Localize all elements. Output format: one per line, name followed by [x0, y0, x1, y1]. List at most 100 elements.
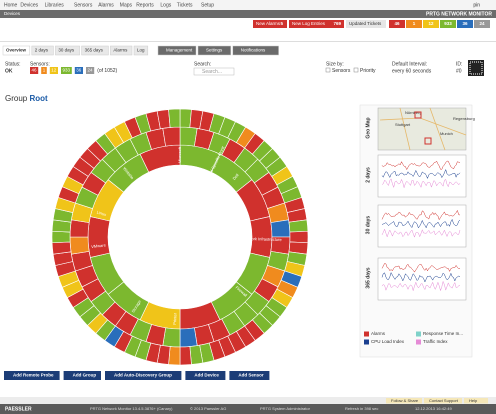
new-log-button[interactable] — [289, 20, 344, 28]
status-badge[interactable] — [440, 20, 456, 28]
sunburst-segment[interactable] — [289, 230, 309, 244]
sunburst-label[interactable]: Printer — [172, 312, 178, 325]
sunburst-segment[interactable] — [168, 346, 181, 366]
tab-label[interactable]: Notifications — [241, 48, 266, 53]
nav-item[interactable]: Setup — [201, 2, 214, 8]
nav-item[interactable]: Logs — [160, 2, 171, 8]
size-option[interactable]: Sensors — [332, 68, 351, 74]
sunburst-label[interactable]: VMware — [91, 242, 107, 249]
tab-label[interactable]: Alarms — [113, 48, 128, 53]
sunburst-label[interactable]: Network Infrastructure — [242, 236, 282, 242]
sensor-count[interactable]: 24 — [88, 68, 94, 73]
add-button-label[interactable]: Add Remote Probe — [13, 373, 54, 378]
tab[interactable] — [110, 45, 133, 56]
sunburst-segment[interactable] — [270, 219, 291, 238]
nav-item[interactable]: Reports — [136, 2, 154, 8]
status-badge[interactable] — [389, 20, 405, 28]
tab[interactable] — [2, 45, 31, 56]
sensor-count[interactable]: 12 — [51, 68, 57, 73]
status-badge[interactable] — [423, 20, 439, 28]
sensor-count[interactable]: 933 — [63, 68, 71, 73]
tab-label[interactable]: Management — [166, 48, 193, 53]
sunburst-label[interactable]: Microsoft — [177, 146, 182, 163]
status-badge-count[interactable]: 933 — [444, 21, 452, 26]
footer-button[interactable] — [464, 398, 488, 404]
nav-item[interactable]: Sensors — [74, 2, 93, 8]
footer-button-label[interactable]: Help — [469, 398, 478, 403]
sensor-count-badge[interactable] — [49, 67, 58, 74]
tickets-button[interactable] — [346, 20, 386, 28]
search-placeholder[interactable]: Search... — [202, 69, 222, 75]
new-alarms-button[interactable] — [253, 20, 287, 28]
add-button-label[interactable]: Add Device — [194, 373, 219, 378]
footer-button-label[interactable]: Contact Support — [429, 398, 459, 403]
sensor-count[interactable]: 1 — [43, 68, 46, 73]
status-badge-count[interactable]: 36 — [462, 21, 468, 26]
tab-label[interactable]: 2 days — [35, 48, 49, 53]
sunburst-segment[interactable] — [179, 108, 192, 128]
checkbox[interactable] — [325, 67, 331, 73]
sunburst-segment[interactable] — [288, 219, 309, 233]
tab-label[interactable]: Overview — [6, 48, 27, 53]
tab[interactable] — [232, 45, 279, 56]
tab-label[interactable]: Log — [137, 48, 145, 53]
add-button-label[interactable]: Add Group — [73, 373, 97, 378]
add-button-label[interactable]: Add Sensor — [238, 373, 264, 378]
nav-item[interactable]: Alarms — [98, 2, 114, 8]
tab[interactable] — [157, 45, 197, 56]
sunburst-segment[interactable] — [168, 108, 181, 128]
sunburst-label[interactable]: Dell — [231, 172, 239, 181]
new-alarms-button-text[interactable]: New Alarms — [256, 21, 281, 26]
tab[interactable] — [133, 45, 149, 56]
add-button-label[interactable]: Add Auto-Discovery Group — [114, 373, 172, 378]
status-badge-count[interactable]: 1 — [413, 21, 416, 26]
sensor-count-badge[interactable] — [41, 67, 47, 74]
sensor-count-badge[interactable] — [74, 67, 83, 74]
tab[interactable] — [55, 45, 80, 56]
tickets-button-text[interactable]: Updated Tickets — [349, 21, 382, 26]
nav-item[interactable]: Maps — [120, 2, 133, 8]
sunburst-label[interactable]: Linux — [96, 210, 107, 218]
sunburst-segment[interactable] — [51, 230, 71, 244]
nav-item[interactable]: Devices — [20, 2, 38, 8]
status-badge[interactable] — [474, 20, 490, 28]
sensor-count[interactable]: 46 — [32, 68, 38, 73]
sensor-count-badge[interactable] — [61, 67, 72, 74]
search-box[interactable] — [193, 67, 235, 76]
status-badge[interactable] — [406, 20, 422, 28]
breadcrumb[interactable]: Devices — [4, 11, 21, 16]
tab-label[interactable]: 365 days — [85, 48, 104, 53]
tab-label[interactable]: 30 days — [58, 48, 75, 53]
status-badge-count[interactable]: 24 — [479, 21, 485, 26]
sunburst-segment[interactable] — [179, 327, 198, 348]
add-button[interactable] — [4, 371, 60, 380]
status-badge-count[interactable]: 12 — [428, 21, 434, 26]
nav-item[interactable]: Tickets — [177, 2, 193, 8]
footer-button[interactable] — [424, 398, 462, 404]
footer-button-label[interactable]: Follow & Share — [391, 398, 419, 403]
nav-item[interactable]: Home — [4, 2, 18, 8]
checkbox[interactable] — [353, 67, 359, 73]
status-badge[interactable] — [457, 20, 473, 28]
size-option[interactable]: Priority — [360, 68, 376, 74]
add-button[interactable] — [105, 371, 182, 380]
user[interactable]: pin — [473, 2, 480, 8]
tab[interactable] — [31, 45, 54, 56]
sunburst-segment[interactable] — [162, 126, 181, 147]
sunburst-segment[interactable] — [51, 241, 72, 255]
add-button[interactable] — [185, 371, 226, 380]
footer-button[interactable] — [386, 398, 422, 404]
tab[interactable] — [81, 45, 109, 56]
sensor-count[interactable]: 36 — [76, 68, 82, 73]
new-log-button-text[interactable]: New Log Entries — [292, 21, 326, 26]
status-badge-count[interactable]: 46 — [394, 21, 400, 26]
sensor-count-badge[interactable] — [86, 67, 95, 74]
sunburst-segment[interactable] — [69, 236, 90, 255]
tab-label[interactable]: Settings — [206, 48, 223, 53]
sunburst-segment[interactable] — [179, 346, 192, 366]
sunburst-segment[interactable] — [87, 216, 111, 258]
tab[interactable] — [197, 45, 232, 56]
add-button[interactable] — [63, 371, 101, 380]
sensor-count-badge[interactable] — [30, 67, 39, 74]
